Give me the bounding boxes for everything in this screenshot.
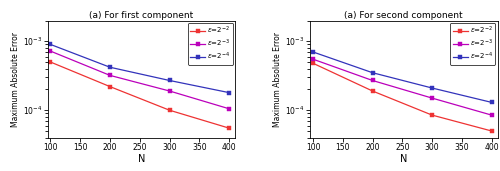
$\epsilon$=2$^{-4}$ [429, 87, 435, 89]
Y-axis label: Maximum Absolute Error: Maximum Absolute Error [274, 32, 282, 127]
$\epsilon$=2$^{-3}$ [166, 90, 172, 92]
Line: $\epsilon$=2$^{-2}$: $\epsilon$=2$^{-2}$ [48, 60, 231, 130]
Legend: $\epsilon$=2$^{-2}$, $\epsilon$=2$^{-3}$, $\epsilon$=2$^{-4}$: $\epsilon$=2$^{-2}$, $\epsilon$=2$^{-3}$… [188, 23, 233, 65]
$\epsilon$=2$^{-2}$ [226, 127, 232, 129]
$\epsilon$=2$^{-2}$ [310, 62, 316, 64]
Title: (a) For first component: (a) For first component [89, 11, 194, 20]
$\epsilon$=2$^{-3}$ [488, 114, 494, 116]
$\epsilon$=2$^{-3}$ [310, 58, 316, 60]
$\epsilon$=2$^{-2}$ [48, 61, 54, 63]
$\epsilon$=2$^{-3}$ [370, 80, 376, 82]
$\epsilon$=2$^{-2}$ [370, 90, 376, 92]
$\epsilon$=2$^{-3}$ [107, 74, 113, 76]
Y-axis label: Maximum Absolute Error: Maximum Absolute Error [11, 32, 20, 127]
Line: $\epsilon$=2$^{-3}$: $\epsilon$=2$^{-3}$ [311, 57, 494, 117]
$\epsilon$=2$^{-4}$ [107, 66, 113, 68]
X-axis label: N: N [138, 154, 145, 164]
Legend: $\epsilon$=2$^{-2}$, $\epsilon$=2$^{-3}$, $\epsilon$=2$^{-4}$: $\epsilon$=2$^{-2}$, $\epsilon$=2$^{-3}$… [450, 23, 496, 65]
$\epsilon$=2$^{-2}$ [107, 86, 113, 88]
$\epsilon$=2$^{-2}$ [429, 114, 435, 116]
$\epsilon$=2$^{-4}$ [226, 92, 232, 94]
$\epsilon$=2$^{-3}$ [429, 97, 435, 99]
$\epsilon$=2$^{-4}$ [166, 80, 172, 82]
$\epsilon$=2$^{-2}$ [488, 130, 494, 132]
$\epsilon$=2$^{-3}$ [226, 108, 232, 110]
$\epsilon$=2$^{-4}$ [310, 51, 316, 53]
Line: $\epsilon$=2$^{-2}$: $\epsilon$=2$^{-2}$ [311, 61, 494, 133]
Line: $\epsilon$=2$^{-4}$: $\epsilon$=2$^{-4}$ [48, 42, 231, 95]
$\epsilon$=2$^{-3}$ [48, 50, 54, 52]
$\epsilon$=2$^{-4}$ [370, 72, 376, 74]
Title: (a) For second component: (a) For second component [344, 11, 463, 20]
$\epsilon$=2$^{-4}$ [488, 101, 494, 103]
Line: $\epsilon$=2$^{-4}$: $\epsilon$=2$^{-4}$ [311, 50, 494, 104]
X-axis label: N: N [400, 154, 407, 164]
$\epsilon$=2$^{-4}$ [48, 43, 54, 45]
$\epsilon$=2$^{-2}$ [166, 109, 172, 111]
Line: $\epsilon$=2$^{-3}$: $\epsilon$=2$^{-3}$ [48, 49, 231, 111]
